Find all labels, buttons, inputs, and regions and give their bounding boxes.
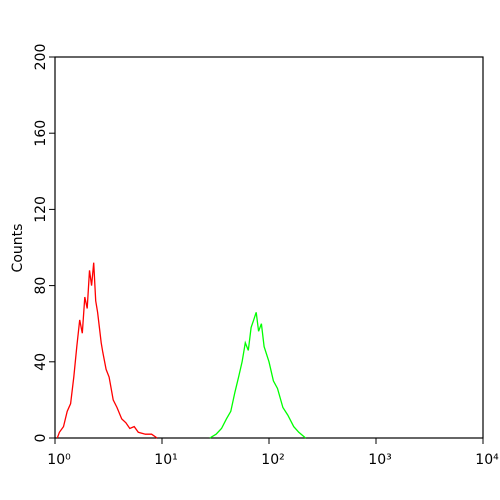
x-tick-label: 10⁴	[475, 452, 499, 468]
plot-frame	[54, 56, 484, 439]
y-tick-label: 200	[33, 44, 49, 71]
x-tick-label: 10³	[368, 452, 391, 468]
histogram-line	[209, 312, 307, 439]
y-tick-label: 80	[33, 277, 49, 295]
y-tick-label: 40	[33, 353, 49, 371]
y-tick-label: 160	[33, 120, 49, 147]
y-tick-label: 0	[33, 434, 49, 443]
x-tick-label: 10⁰	[47, 452, 71, 468]
y-axis-label: Counts	[10, 224, 26, 273]
histogram-line	[56, 262, 158, 439]
x-tick-label: 10¹	[154, 452, 177, 468]
y-tick-label: 120	[33, 196, 49, 223]
x-tick-label: 10²	[261, 452, 284, 468]
